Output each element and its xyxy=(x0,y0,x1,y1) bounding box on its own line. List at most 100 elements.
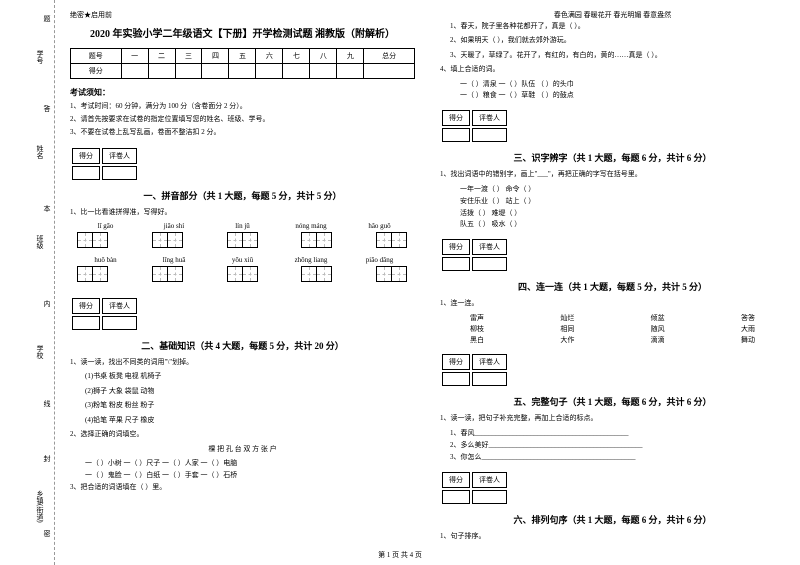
fill-line: 一年一渡（ ） 命令（ ） xyxy=(440,184,785,196)
fill-line: 安住乐业（ ） 站上（ ） xyxy=(440,196,785,208)
question-text: 1、连一连。 xyxy=(440,298,785,309)
cell xyxy=(442,128,470,142)
cell xyxy=(175,64,202,79)
cell xyxy=(442,490,470,504)
q-item: 3、天暖了，草绿了。花开了，有红的，有白的，黄的……真是（ ）。 xyxy=(440,50,785,61)
cell: 三 xyxy=(175,49,202,64)
score-table: 题号 一 二 三 四 五 六 七 八 九 总分 得分 xyxy=(70,48,415,79)
notice-item: 1、考试时间：60 分钟，满分为 100 分（含卷面分 2 分）。 xyxy=(70,102,415,112)
cell xyxy=(229,64,256,79)
fill-line: 一（ ）清泉 一（ ）队伍 （ ）的头巾 xyxy=(440,79,785,91)
cell: 二 xyxy=(148,49,175,64)
page-footer: 第 1 页 共 4 页 xyxy=(378,550,422,560)
question-text: 4、填上合适的词。 xyxy=(440,64,785,75)
vert-label: 密 xyxy=(42,530,52,537)
binding-margin: 题 学号 答 姓名 本 班级 内 学校 线 封 乡镇(街道) 密 xyxy=(0,0,55,565)
vert-label: 题 xyxy=(42,15,52,22)
section-title: 二、基础知识（共 4 大题，每题 5 分，共计 20 分） xyxy=(70,339,415,352)
cell: 评卷人 xyxy=(102,298,137,314)
pinyin: lín jū xyxy=(215,222,270,230)
grid-row xyxy=(70,266,415,282)
fill-line: 1、春风____________________________________… xyxy=(440,428,785,440)
cell xyxy=(102,316,137,330)
notice-item: 3、不要在试卷上乱写乱画，卷面不整洁扣 2 分。 xyxy=(70,128,415,138)
fill-line: 一（ ）鬼脸 一（ ）白纸 一（ ）手套 一（ ）石桥 xyxy=(70,470,415,482)
char-grid xyxy=(228,266,258,282)
table-row: 题号 一 二 三 四 五 六 七 八 九 总分 xyxy=(71,49,415,64)
word: 滴滴 xyxy=(651,335,665,346)
vert-label: 答 xyxy=(42,105,52,112)
fill-line: 队五（ ） 吸水（ ） xyxy=(440,219,785,231)
q-item: (2)狮子 大象 袋鼠 动物 xyxy=(70,386,415,397)
word: 柳枝 xyxy=(470,324,484,335)
question-text: 3、把合适的词语填在（ ）里。 xyxy=(70,482,415,493)
cell: 得分 xyxy=(442,472,470,488)
cell: 得分 xyxy=(72,298,100,314)
cell: 七 xyxy=(283,49,310,64)
cell: 六 xyxy=(256,49,283,64)
grade-box: 得分评卷人 xyxy=(440,237,785,273)
cell-label: 题号 xyxy=(71,49,122,64)
word: 随风 xyxy=(651,324,665,335)
cell: 得分 xyxy=(442,354,470,370)
vert-label: 封 xyxy=(42,455,52,462)
field-label-school: 学校 xyxy=(35,345,45,359)
section-title: 一、拼音部分（共 1 大题，每题 5 分，共计 5 分） xyxy=(70,189,415,202)
field-label-name: 姓名 xyxy=(35,145,45,159)
q-item: (3)粉笔 粉皮 粉丝 粉子 xyxy=(70,400,415,411)
field-label-id: 学号 xyxy=(35,50,45,64)
confidential-seal: 绝密★启用前 xyxy=(70,10,415,20)
grade-box: 得分评卷人 xyxy=(70,146,415,182)
exam-title: 2020 年实验小学二年级语文【下册】开学检测试题 湘教版（附解析） xyxy=(70,25,415,40)
cell: 四 xyxy=(202,49,229,64)
cell: 得分 xyxy=(72,148,100,164)
q-item: (1)书桌 板凳 电视 机椅子 xyxy=(70,371,415,382)
word: 灿烂 xyxy=(560,313,574,324)
question-text: 1、找出词语中的错别字，画上"___"，再把正确的字写在括号里。 xyxy=(440,169,785,180)
cell xyxy=(472,372,507,386)
notice-title: 考试须知： xyxy=(70,87,415,98)
question-text: 1、读一读，找出不同类的词用"\"划掉。 xyxy=(70,357,415,368)
fill-line: 一（ ）小树 一（ ）尺子 一（ ）人家 一（ ）电脑 xyxy=(70,458,415,470)
cell xyxy=(472,257,507,271)
cell xyxy=(148,64,175,79)
char-grid xyxy=(302,232,332,248)
q-item: 1、春天，院子里各种花都开了，真是（ ）。 xyxy=(440,21,785,32)
word: 舞动 xyxy=(741,335,755,346)
pinyin: lǐ gāo xyxy=(78,222,133,230)
field-label-town: 乡镇(街道) xyxy=(35,490,45,523)
pinyin: huǒ bàn xyxy=(78,256,133,264)
grade-box: 得分评卷人 xyxy=(440,352,785,388)
word: 雷声 xyxy=(470,313,484,324)
cell xyxy=(72,316,100,330)
char-grid xyxy=(153,266,183,282)
cell xyxy=(121,64,148,79)
cell: 五 xyxy=(229,49,256,64)
cell: 评卷人 xyxy=(472,354,507,370)
word: 答答 xyxy=(741,313,755,324)
content: 绝密★启用前 2020 年实验小学二年级语文【下册】开学检测试题 湘教版（附解析… xyxy=(55,0,800,565)
cell: 得分 xyxy=(442,110,470,126)
cell xyxy=(442,257,470,271)
match-row: 柳枝 相同 随风 大雨 xyxy=(440,324,785,335)
options-line: 棵 把 孔 台 双 方 张 户 xyxy=(70,444,415,455)
grid-row xyxy=(70,232,415,248)
fill-line: 一（ ）粮食 一（ ）草鞋 （ ）的鼓点 xyxy=(440,90,785,102)
cell: 总分 xyxy=(364,49,415,64)
cell xyxy=(442,372,470,386)
question-text: 2、选择正确的词填空。 xyxy=(70,429,415,440)
pinyin: nóng máng xyxy=(284,222,339,230)
vert-label: 内 xyxy=(42,300,52,307)
pinyin: lǐng huā xyxy=(147,256,202,264)
table-row: 得分 xyxy=(71,64,415,79)
fill-line: 3、你怎么___________________________________… xyxy=(440,452,785,464)
cell: 评卷人 xyxy=(102,148,137,164)
char-grid xyxy=(153,232,183,248)
cell-label: 得分 xyxy=(71,64,122,79)
cell: 评卷人 xyxy=(472,110,507,126)
cell: 评卷人 xyxy=(472,239,507,255)
cell xyxy=(310,64,337,79)
idiom-options: 春色满园 春暖花开 春光明媚 春意盎然 xyxy=(440,10,785,21)
match-row: 雷声 灿烂 倾盆 答答 xyxy=(440,313,785,324)
pinyin: piāo dǎng xyxy=(352,256,407,264)
